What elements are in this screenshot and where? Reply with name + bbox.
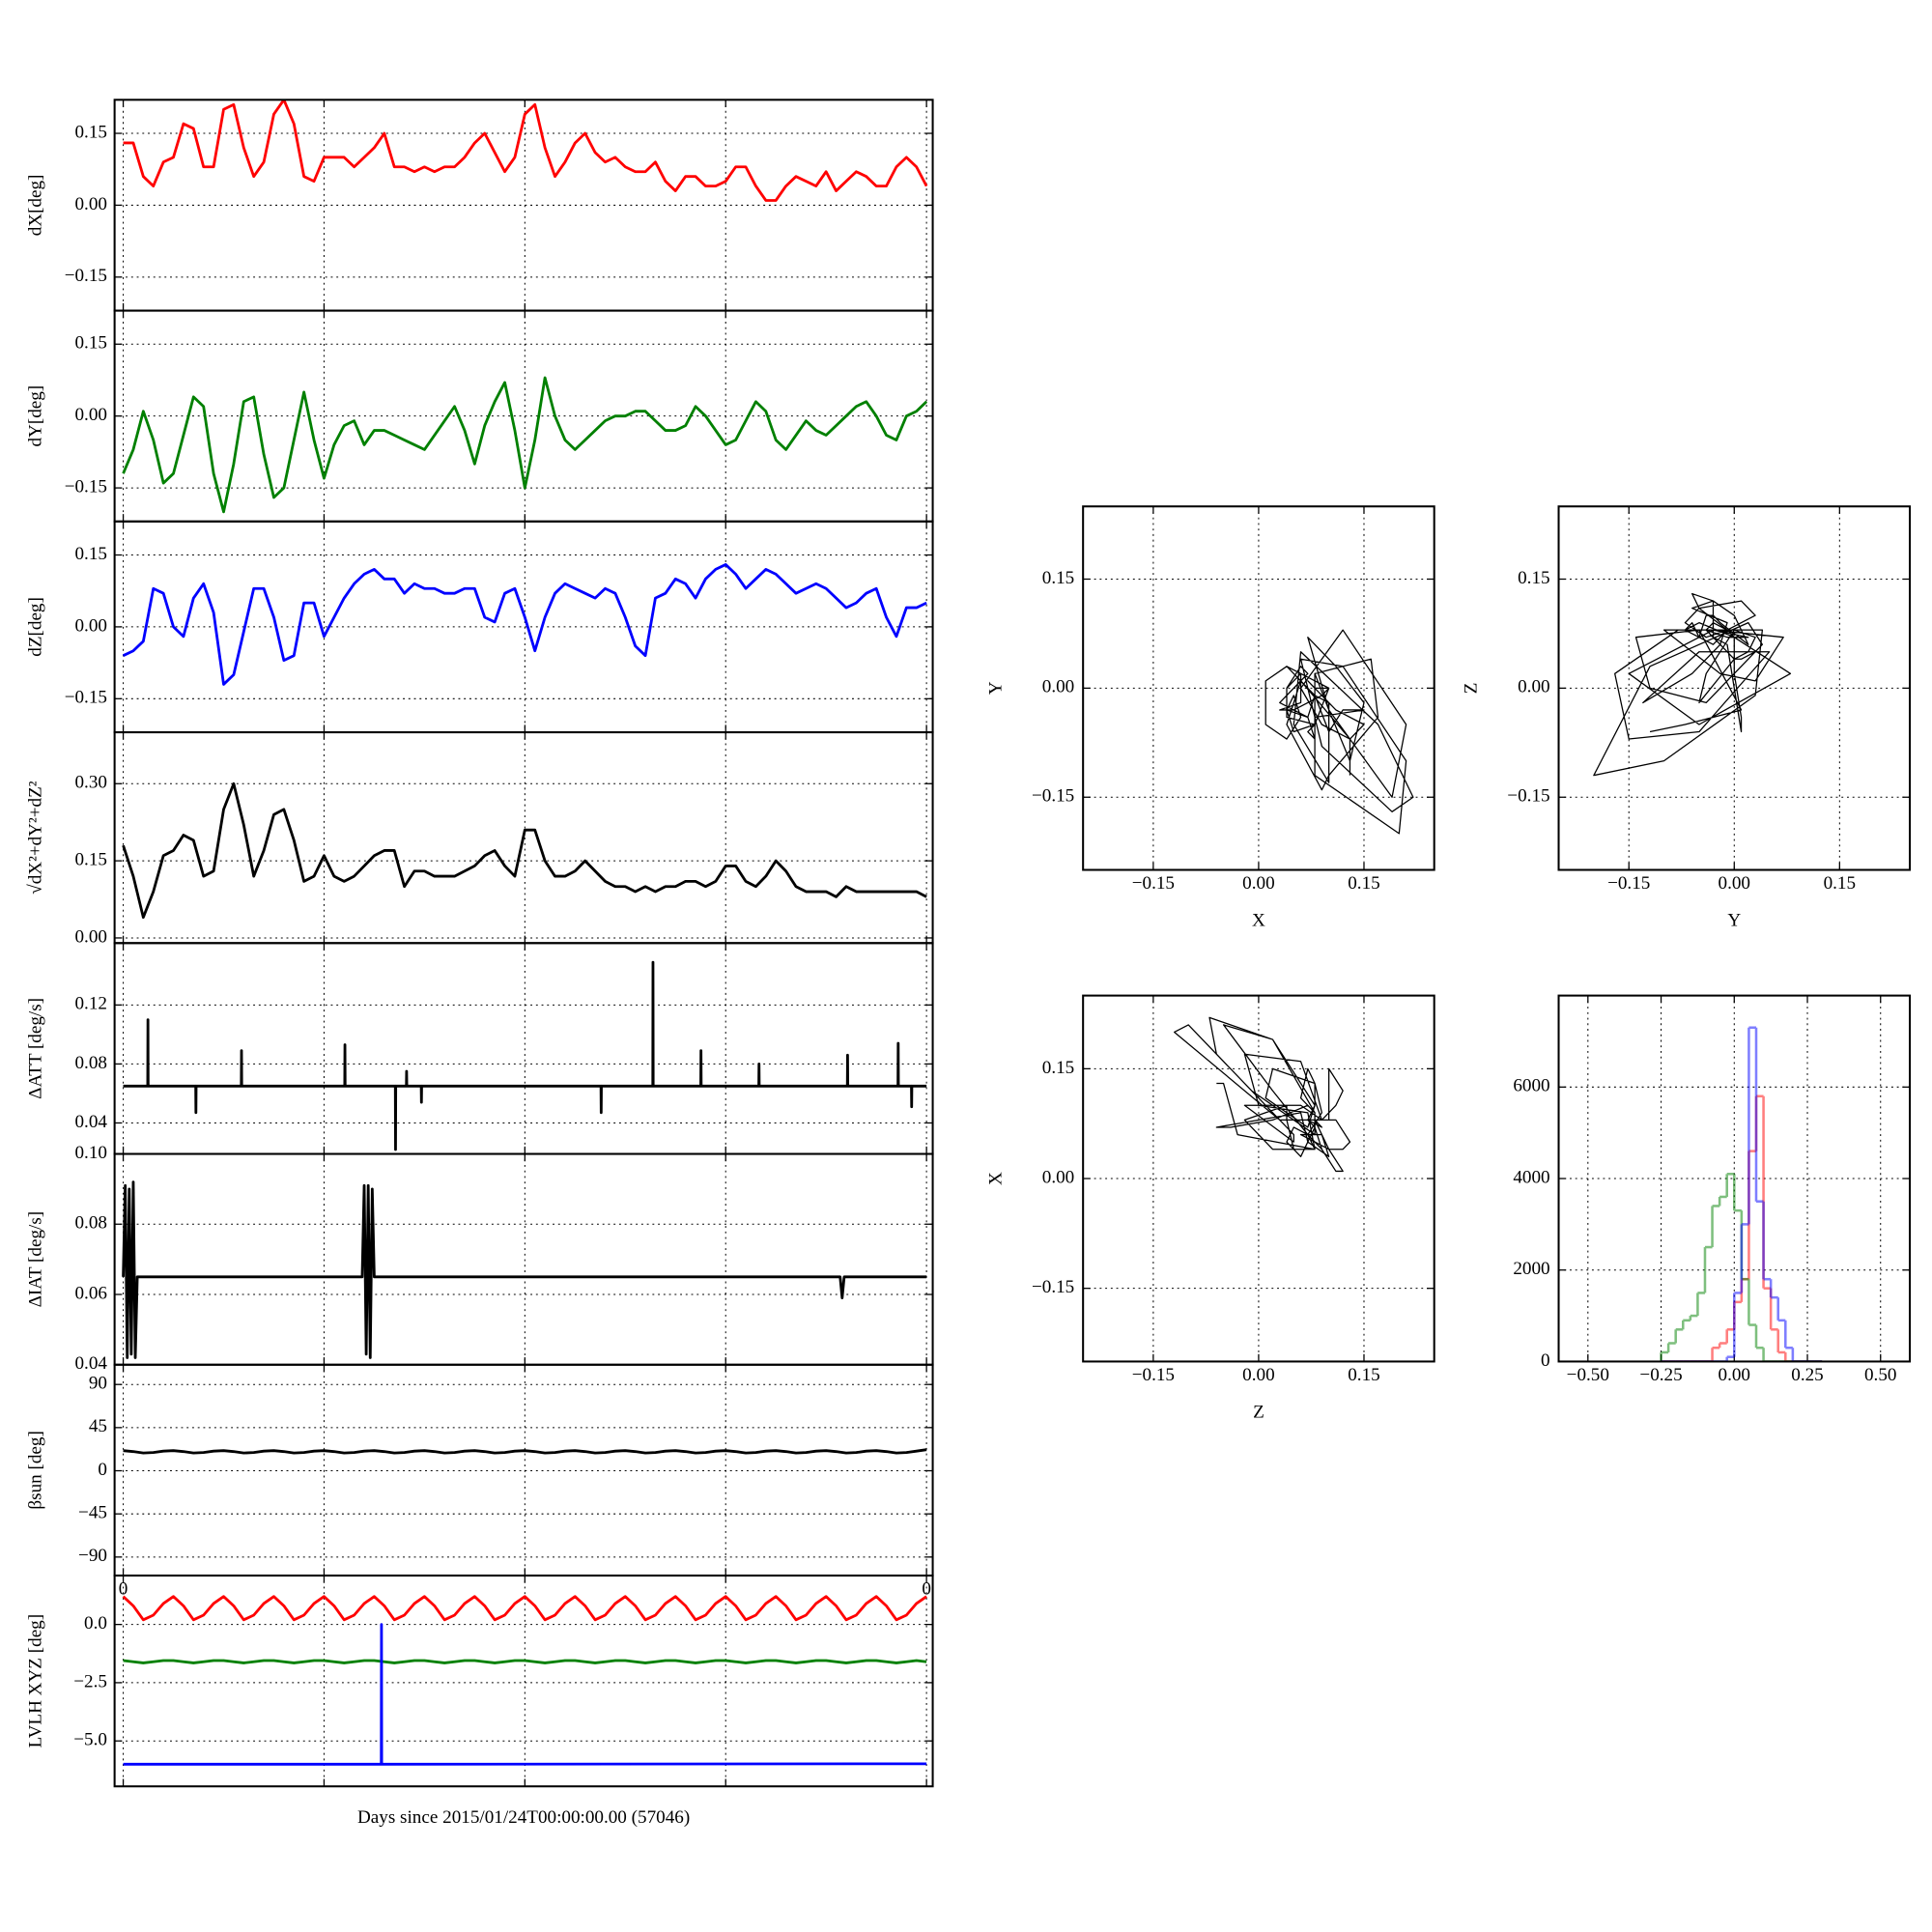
x-tick-label: −0.25 [1639, 1365, 1682, 1385]
y-tick-label: 0.30 [75, 773, 107, 793]
y-tick-label: 90 [89, 1374, 107, 1394]
y-axis-label: ΔATT [deg/s] [26, 998, 46, 1099]
y-tick-label: 0.10 [75, 1143, 107, 1163]
data-line [123, 960, 927, 1151]
y-tick-label: 0.00 [75, 405, 107, 425]
x-tick-label: 0.15 [1824, 873, 1856, 894]
y-tick-label: 0.00 [1042, 677, 1074, 697]
y-tick-label: −0.15 [1032, 1277, 1074, 1297]
y-tick-label: −90 [78, 1546, 107, 1566]
y-axis-label: ΔIAT [deg/s] [26, 1211, 46, 1308]
data-line [123, 99, 928, 202]
data-line [122, 376, 928, 514]
y-axis-label: dZ[deg] [26, 597, 46, 657]
y-tick-label: −0.15 [65, 688, 107, 708]
y-tick-label: −45 [78, 1503, 107, 1523]
y-tick-label: 0.04 [75, 1353, 108, 1374]
plot-frame [1082, 505, 1435, 871]
data-line [123, 1659, 927, 1664]
y-tick-label: 0.00 [75, 926, 107, 947]
x-tick-label: 0.15 [1348, 1365, 1379, 1385]
y-tick-label: 0.0 [84, 1613, 107, 1634]
x-tick-label: −0.15 [1132, 1365, 1175, 1385]
y-axis-label: X [985, 1172, 1006, 1185]
y-tick-label: 0.12 [75, 994, 107, 1014]
y-axis-label: LVLH XYZ [deg] [26, 1614, 46, 1747]
y-tick-label: 0 [98, 1460, 107, 1480]
panel-frame [113, 1574, 934, 1788]
x-tick-label: 0 [922, 1579, 931, 1600]
y-tick-label: −0.15 [1032, 786, 1074, 807]
x-tick-label: 0.00 [1719, 1365, 1750, 1385]
x-tick-label: −0.15 [1607, 873, 1650, 894]
data-line [123, 1448, 927, 1455]
y-tick-label: 0.15 [75, 849, 107, 869]
data-line [122, 781, 927, 920]
y-tick-label: 0.08 [75, 1213, 107, 1234]
trajectory [1264, 629, 1414, 835]
x-axis-label: Days since 2015/01/24T00:00:00.00 (57046… [357, 1807, 690, 1828]
histogram-series [1661, 1026, 1823, 1362]
y-tick-label: 0.15 [75, 122, 107, 142]
trajectory [1174, 1016, 1351, 1173]
y-tick-label: 0.06 [75, 1283, 107, 1303]
trajectory [1593, 592, 1792, 777]
data-line [122, 1180, 927, 1359]
y-tick-label: 0.00 [1042, 1167, 1074, 1187]
y-axis-label: βsun [deg] [26, 1431, 46, 1509]
x-tick-label: 0.50 [1864, 1365, 1896, 1385]
y-tick-label: 0.15 [1518, 568, 1549, 588]
y-tick-label: −0.15 [65, 266, 107, 286]
y-tick-label: 45 [89, 1416, 107, 1436]
x-tick-label: 0.15 [1348, 873, 1379, 894]
x-tick-label: −0.50 [1567, 1365, 1609, 1385]
y-tick-label: 0.00 [1518, 677, 1549, 697]
y-tick-label: −0.15 [65, 476, 107, 497]
plot-frame [1557, 994, 1912, 1363]
y-tick-label: −5.0 [73, 1730, 107, 1750]
data-line [122, 563, 927, 686]
y-tick-label: 0.08 [75, 1053, 107, 1073]
y-tick-label: 0.15 [1042, 568, 1074, 588]
y-tick-label: 0.00 [75, 194, 107, 214]
y-tick-label: −0.15 [1507, 786, 1549, 807]
plot-frame [1557, 505, 1912, 871]
x-axis-label: X [1252, 910, 1265, 930]
x-axis-label: Z [1253, 1402, 1264, 1422]
x-tick-label: 0.00 [1242, 1365, 1274, 1385]
x-tick-label: −0.15 [1132, 873, 1175, 894]
data-line [122, 1595, 927, 1622]
y-tick-label: 0.15 [75, 333, 107, 354]
y-axis-label: Z [1462, 683, 1482, 695]
y-tick-label: 0.15 [1042, 1058, 1074, 1078]
y-tick-label: 6000 [1513, 1076, 1549, 1096]
x-tick-label: 0.00 [1242, 873, 1274, 894]
y-tick-label: 4000 [1513, 1167, 1549, 1187]
y-axis-label: √dX²+dY²+dZ² [26, 781, 46, 895]
y-axis-label: dY[deg] [26, 385, 46, 447]
y-tick-label: −2.5 [73, 1671, 107, 1691]
y-tick-label: 2000 [1513, 1259, 1549, 1279]
y-axis-label: Y [985, 681, 1006, 695]
x-tick-label: 0 [119, 1579, 128, 1600]
plot-frame [1082, 994, 1435, 1363]
x-axis-label: Y [1727, 910, 1741, 930]
x-tick-label: 0.25 [1791, 1365, 1823, 1385]
y-tick-label: 0 [1541, 1350, 1550, 1371]
data-line [123, 1623, 927, 1766]
y-tick-label: 0.00 [75, 615, 107, 636]
x-tick-label: 0.00 [1719, 873, 1750, 894]
y-tick-label: 0.15 [75, 544, 107, 564]
y-axis-label: dX[deg] [26, 175, 46, 237]
y-tick-label: 0.04 [75, 1112, 108, 1132]
